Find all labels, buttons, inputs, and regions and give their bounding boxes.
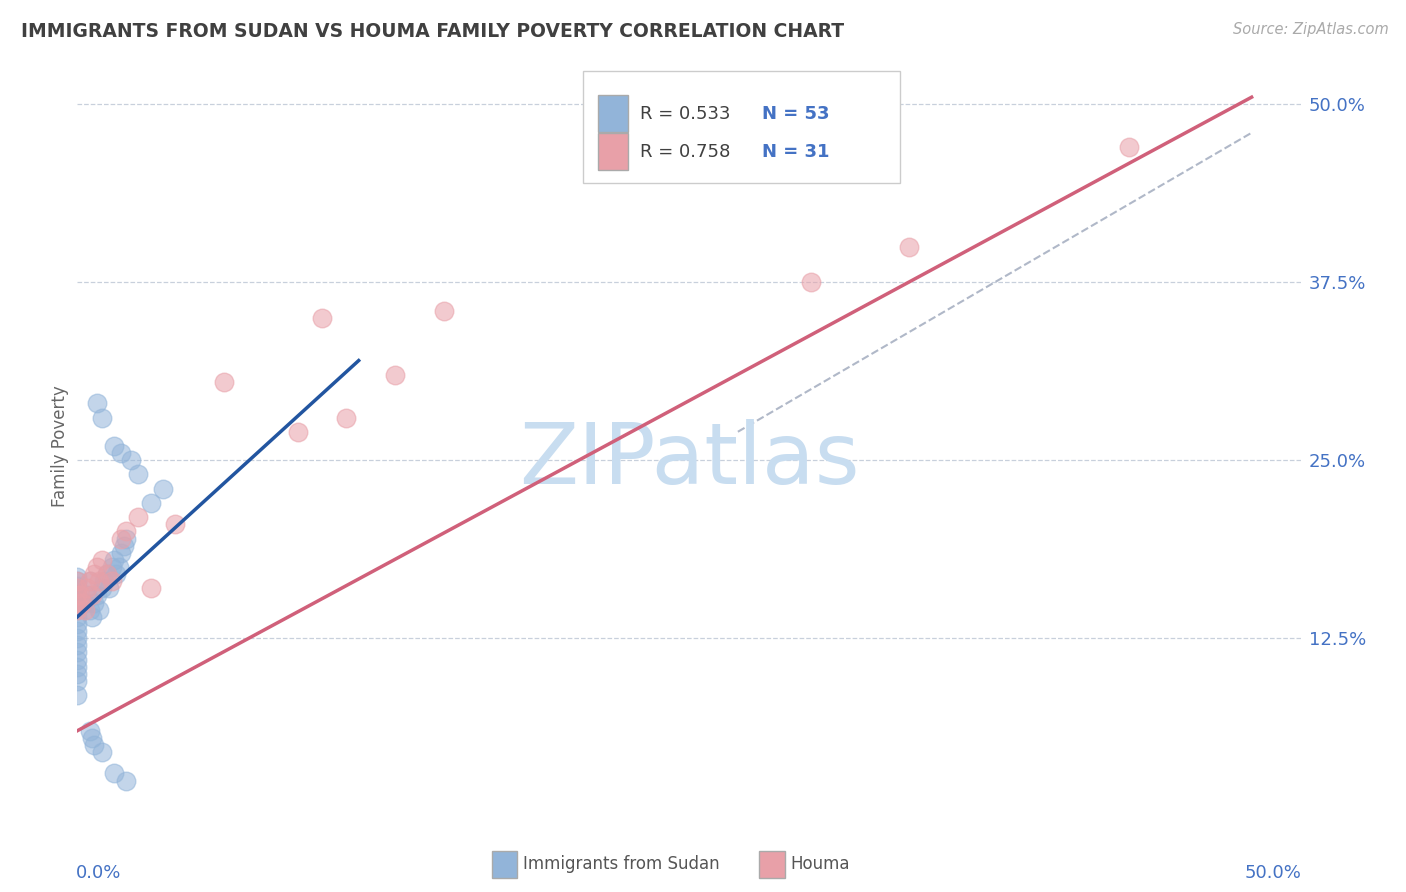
Point (110, 546, 132, 560)
Point (86, 560, 108, 574)
Point (112, 539, 135, 553)
Point (79, 723, 101, 738)
Text: N = 53: N = 53 (762, 104, 830, 123)
Point (83, 567, 105, 582)
Point (165, 517, 187, 532)
Point (66, 603, 89, 617)
Point (90, 745, 112, 759)
Point (96, 567, 118, 582)
Point (120, 453, 142, 467)
Point (66, 570, 89, 584)
Point (66, 645, 89, 659)
Point (139, 582, 162, 596)
Point (90, 410, 112, 425)
Point (66, 673, 89, 688)
Point (66, 666, 89, 681)
Text: Houma: Houma (790, 855, 849, 873)
Point (66, 659, 89, 673)
Point (110, 532, 132, 546)
Point (105, 567, 128, 582)
Text: N = 31: N = 31 (762, 143, 830, 161)
Point (66, 688, 89, 702)
Point (433, 303, 456, 318)
Text: ZIPatlas: ZIPatlas (519, 419, 859, 502)
Point (66, 582, 89, 596)
Point (66, 584, 89, 599)
Point (66, 589, 89, 603)
Point (1118, 140, 1140, 154)
Text: R = 0.533: R = 0.533 (640, 104, 730, 123)
Point (287, 425, 309, 439)
Point (66, 599, 89, 613)
Point (66, 617, 89, 632)
Point (152, 482, 174, 496)
Point (115, 524, 138, 539)
Point (100, 560, 122, 574)
Point (384, 368, 406, 382)
Point (80, 731, 103, 745)
Point (66, 574, 89, 589)
Text: 50.0%: 50.0% (1244, 864, 1302, 882)
Point (127, 510, 149, 524)
Text: 0.0%: 0.0% (76, 864, 121, 882)
Point (115, 773, 138, 788)
Text: IMMIGRANTS FROM SUDAN VS HOUMA FAMILY POVERTY CORRELATION CHART: IMMIGRANTS FROM SUDAN VS HOUMA FAMILY PO… (21, 22, 844, 41)
Point (76, 582, 98, 596)
Point (79, 574, 101, 589)
Point (80, 610, 103, 624)
Text: Immigrants from Sudan: Immigrants from Sudan (523, 855, 720, 873)
Point (100, 574, 122, 589)
Point (83, 738, 105, 752)
Point (66, 652, 89, 666)
Point (90, 553, 112, 567)
Point (73, 596, 96, 610)
Point (212, 375, 235, 389)
Point (110, 446, 132, 460)
Point (311, 310, 333, 325)
Point (66, 638, 89, 652)
Text: R = 0.758: R = 0.758 (640, 143, 730, 161)
Point (103, 439, 125, 453)
Point (86, 589, 108, 603)
Point (66, 582, 89, 596)
Point (66, 610, 89, 624)
Point (70, 596, 93, 610)
Point (90, 582, 112, 596)
Point (66, 603, 89, 617)
Point (115, 532, 138, 546)
Point (66, 596, 89, 610)
Point (80, 589, 103, 603)
Point (76, 589, 98, 603)
Point (103, 766, 125, 780)
Point (79, 574, 101, 589)
Point (86, 396, 108, 410)
Point (800, 275, 823, 289)
Text: Source: ZipAtlas.com: Source: ZipAtlas.com (1233, 22, 1389, 37)
Point (89, 574, 111, 589)
Point (73, 603, 96, 617)
Point (66, 589, 89, 603)
Point (69, 589, 91, 603)
Point (66, 592, 89, 607)
Point (103, 553, 125, 567)
Point (66, 624, 89, 639)
Point (66, 578, 89, 592)
Point (66, 574, 89, 589)
Point (127, 467, 149, 482)
Point (93, 574, 115, 589)
Point (98, 582, 121, 596)
Point (898, 240, 921, 254)
Point (108, 560, 131, 574)
Point (79, 603, 101, 617)
Point (66, 631, 89, 645)
Point (335, 410, 357, 425)
Point (83, 596, 105, 610)
Y-axis label: Family Poverty: Family Poverty (51, 385, 69, 507)
Point (96, 567, 118, 582)
Point (89, 603, 111, 617)
Point (139, 496, 162, 510)
